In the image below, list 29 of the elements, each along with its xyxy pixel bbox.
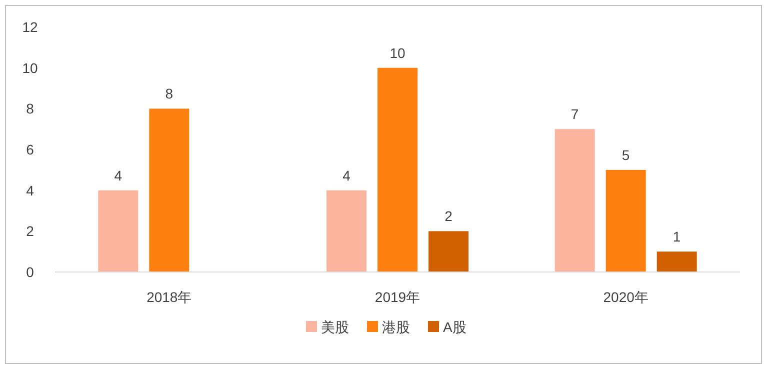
- bar: [606, 170, 646, 272]
- x-tick-label: 2019年: [374, 289, 420, 305]
- bar: [378, 68, 418, 272]
- y-tick-label: 12: [22, 19, 38, 35]
- x-tick-label: 2020年: [603, 289, 648, 305]
- legend-label: A股: [443, 319, 466, 335]
- y-tick-label: 10: [22, 60, 38, 76]
- bar: [98, 190, 138, 272]
- bar: [326, 190, 366, 272]
- data-label: 5: [622, 146, 630, 163]
- y-tick-label: 0: [26, 264, 34, 280]
- bar: [656, 252, 697, 272]
- y-tick-label: 8: [26, 100, 34, 117]
- data-label: 1: [672, 228, 681, 245]
- legend-label: 美股: [321, 319, 349, 335]
- legend-label: 港股: [382, 319, 410, 335]
- data-label: 8: [165, 86, 174, 102]
- data-label: 4: [114, 167, 122, 184]
- data-label: 7: [570, 106, 579, 122]
- bar: [149, 108, 190, 272]
- y-tick-label: 2: [26, 223, 34, 240]
- x-tick-label: 2018年: [146, 289, 192, 305]
- y-tick-label: 4: [26, 182, 34, 198]
- data-label: 4: [342, 167, 351, 184]
- bar: [554, 129, 595, 272]
- data-label: 2: [444, 208, 453, 224]
- y-tick-label: 6: [26, 142, 34, 158]
- data-label: 10: [390, 44, 406, 61]
- bar: [428, 231, 468, 272]
